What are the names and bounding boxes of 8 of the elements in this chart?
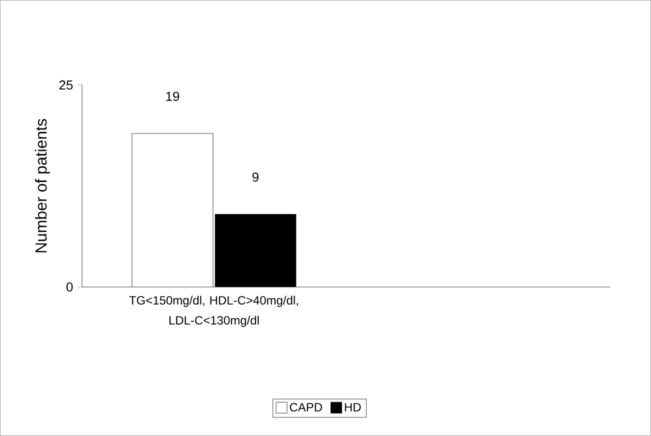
y-tick-label: 0 [66, 282, 73, 292]
y-tick-label: 25 [59, 80, 73, 90]
legend-label: CAPD [290, 403, 322, 412]
x-tick-label: TG<150mg/dl, HDL-C>40mg/dl, LDL-C<130mg/dl [129, 296, 298, 327]
y-axis-title: Number of patients [34, 119, 50, 252]
data-label: 9 [252, 172, 259, 182]
data-label: 19 [166, 92, 180, 101]
legend-label: HD [344, 403, 361, 412]
